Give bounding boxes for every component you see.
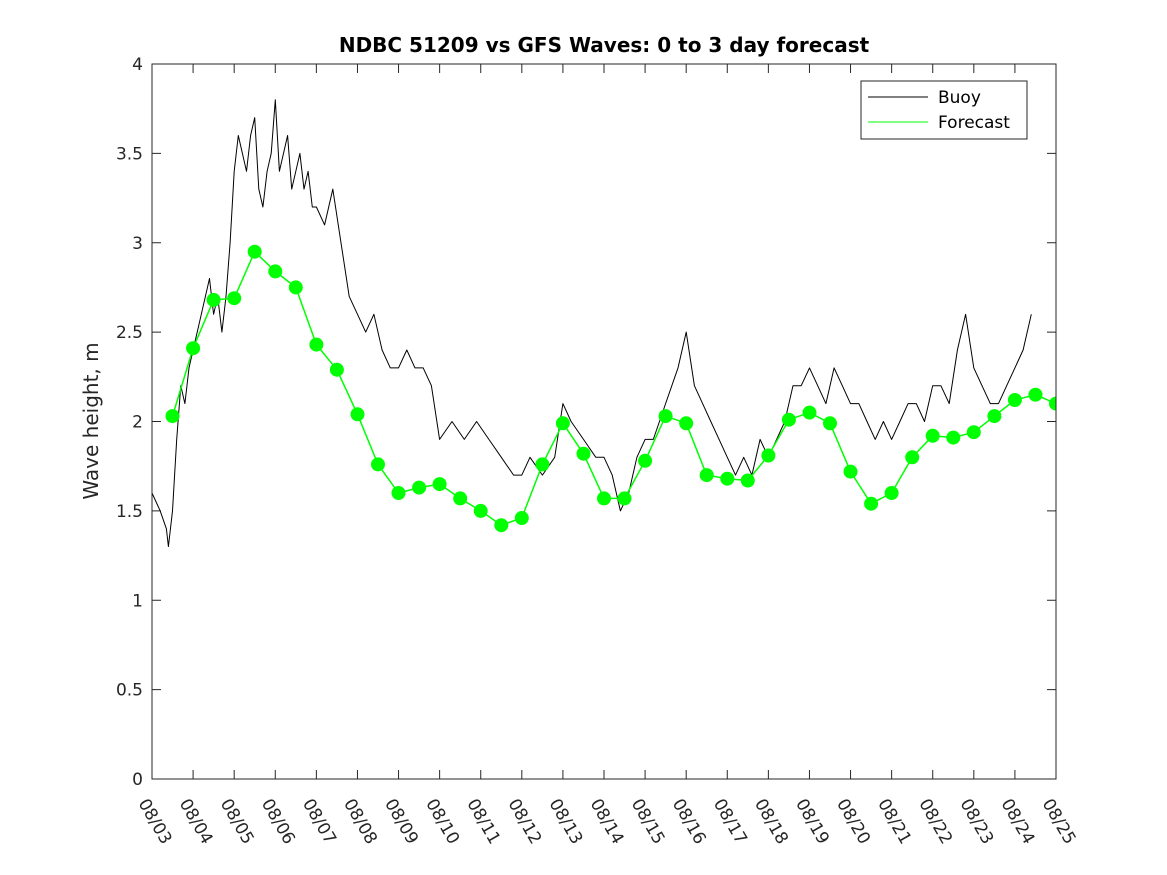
x-tick-label: 08/24 (997, 796, 1039, 848)
x-tick-label: 08/25 (1038, 796, 1080, 848)
forecast-point (740, 473, 755, 488)
x-tick-label: 08/12 (503, 796, 545, 848)
y-tick-label: 1.5 (116, 502, 143, 522)
x-tick-label: 08/08 (339, 796, 381, 848)
forecast-point (1028, 387, 1043, 402)
y-tick-label: 2 (132, 413, 143, 433)
forecast-point (966, 425, 981, 440)
x-tick-label: 08/04 (175, 796, 217, 848)
x-tick-label: 08/03 (134, 796, 176, 848)
forecast-point (987, 409, 1002, 424)
forecast-point (781, 412, 796, 427)
x-tick-label: 08/15 (627, 796, 669, 848)
y-tick-label: 0.5 (116, 681, 143, 701)
forecast-point (247, 244, 262, 259)
x-tick-label: 08/17 (709, 796, 751, 848)
forecast-point (802, 405, 817, 420)
x-tick-label: 08/13 (545, 796, 587, 848)
legend-box (860, 80, 1028, 140)
forecast-point (823, 416, 837, 431)
forecast-point (761, 448, 776, 463)
y-axis-label: Wave height, m (79, 342, 103, 499)
x-tick-label: 08/11 (462, 796, 504, 848)
x-tick-label: 08/21 (873, 796, 915, 848)
forecast-point (720, 471, 735, 486)
forecast-point (679, 416, 694, 431)
x-tick-label: 08/23 (955, 796, 997, 848)
axes (151, 63, 1057, 780)
forecast-point (946, 430, 961, 445)
legend-label-buoy: Buoy (938, 88, 981, 108)
plot-background (152, 64, 1056, 779)
forecast-point (925, 428, 940, 443)
legend-label-forecast: Forecast (938, 113, 1010, 133)
series-line-buoy (152, 99, 1032, 548)
forecast-point (165, 409, 180, 424)
x-tick-label: 08/22 (914, 796, 956, 848)
forecast-point (555, 416, 570, 431)
forecast-point (658, 409, 673, 424)
forecast-point (905, 450, 920, 465)
chart-title: NDBC 51209 vs GFS Waves: 0 to 3 day fore… (339, 33, 870, 57)
forecast-point (473, 503, 488, 518)
forecast-point (206, 292, 221, 307)
x-tick-label: 08/07 (298, 796, 340, 848)
x-tick-label: 08/05 (216, 796, 258, 848)
forecast-point (1007, 393, 1022, 407)
forecast-point (597, 491, 611, 506)
plot-area (152, 64, 1056, 779)
y-tick-label: 3.5 (116, 144, 143, 164)
forecast-point (699, 468, 714, 483)
forecast-point (1049, 396, 1056, 411)
forecast-point (453, 491, 468, 506)
x-tick-label: 08/19 (791, 796, 833, 848)
x-tick-label: 08/10 (421, 796, 463, 848)
legend: Buoy Forecast (860, 80, 1028, 140)
forecast-point (864, 496, 879, 511)
y-tick-label: 1 (132, 591, 143, 611)
x-tick-label: 08/20 (832, 796, 874, 848)
forecast-point (268, 264, 283, 279)
forecast-point (432, 477, 447, 492)
forecast-point (617, 491, 632, 506)
x-tick-label: 08/09 (380, 796, 422, 848)
forecast-point (309, 337, 324, 352)
forecast-point (288, 280, 303, 295)
forecast-point (638, 453, 653, 468)
x-tick-label: 08/14 (586, 796, 628, 848)
forecast-point (843, 464, 858, 479)
x-tick-label: 08/18 (750, 796, 792, 848)
x-tick-label: 08/06 (257, 796, 299, 848)
forecast-point (412, 480, 427, 495)
forecast-point (329, 362, 344, 377)
x-tick-label: 08/16 (668, 796, 710, 848)
y-tick-label: 0 (132, 770, 143, 790)
forecast-point (350, 407, 365, 422)
forecast-point (391, 486, 406, 500)
series-buoy (152, 99, 1032, 548)
y-tick-label: 4 (132, 55, 143, 75)
forecast-point (884, 486, 899, 500)
forecast-point (494, 518, 509, 533)
y-tick-label: 2.5 (116, 323, 143, 343)
series-forecast (165, 244, 1056, 533)
forecast-point (186, 341, 201, 356)
forecast-point (371, 457, 385, 472)
y-tick-label: 3 (132, 234, 143, 254)
forecast-point (535, 457, 550, 472)
forecast-point (514, 511, 529, 525)
forecast-point (227, 291, 242, 306)
forecast-point (576, 446, 591, 461)
